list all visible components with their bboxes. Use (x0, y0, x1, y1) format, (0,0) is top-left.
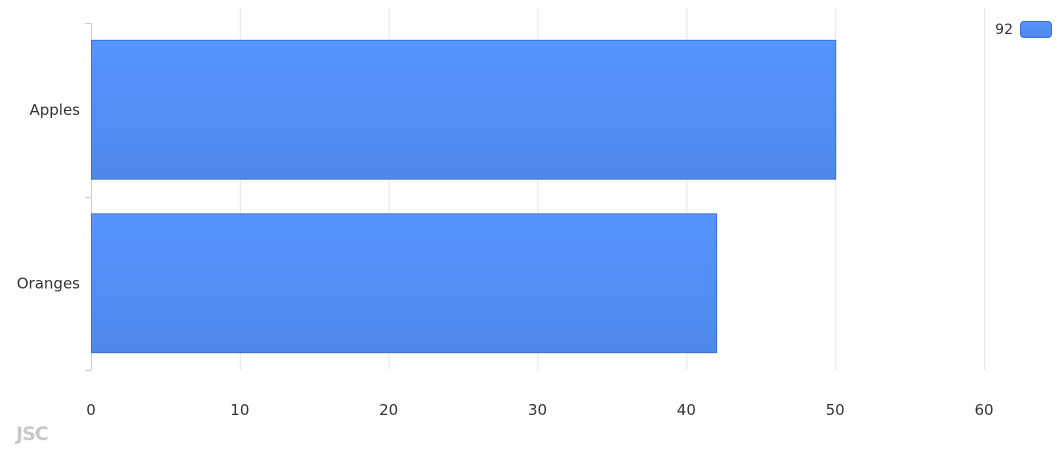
category-label-apples: Apples (29, 101, 80, 119)
x-tick-label-60: 60 (974, 401, 993, 419)
bars (91, 39, 837, 354)
bar-oranges (91, 213, 718, 354)
bar-apples (91, 39, 837, 180)
x-tick-label-50: 50 (826, 401, 845, 419)
legend-label: 92 (995, 21, 1013, 38)
category-labels: Apples Oranges (17, 101, 80, 293)
jsc-logo: JSC (16, 423, 49, 445)
x-tick-label-20: 20 (379, 401, 398, 419)
x-tick-label-0: 0 (86, 401, 96, 419)
legend[interactable]: 92 (995, 21, 1052, 38)
x-tick-label-10: 10 (230, 401, 249, 419)
x-axis-tick-labels: 0 10 20 30 40 50 60 (86, 401, 993, 419)
category-label-oranges: Oranges (17, 274, 80, 292)
x-tick-label-40: 40 (677, 401, 696, 419)
legend-swatch (1020, 21, 1052, 38)
y-axis (85, 23, 92, 371)
x-tick-label-30: 30 (528, 401, 547, 419)
